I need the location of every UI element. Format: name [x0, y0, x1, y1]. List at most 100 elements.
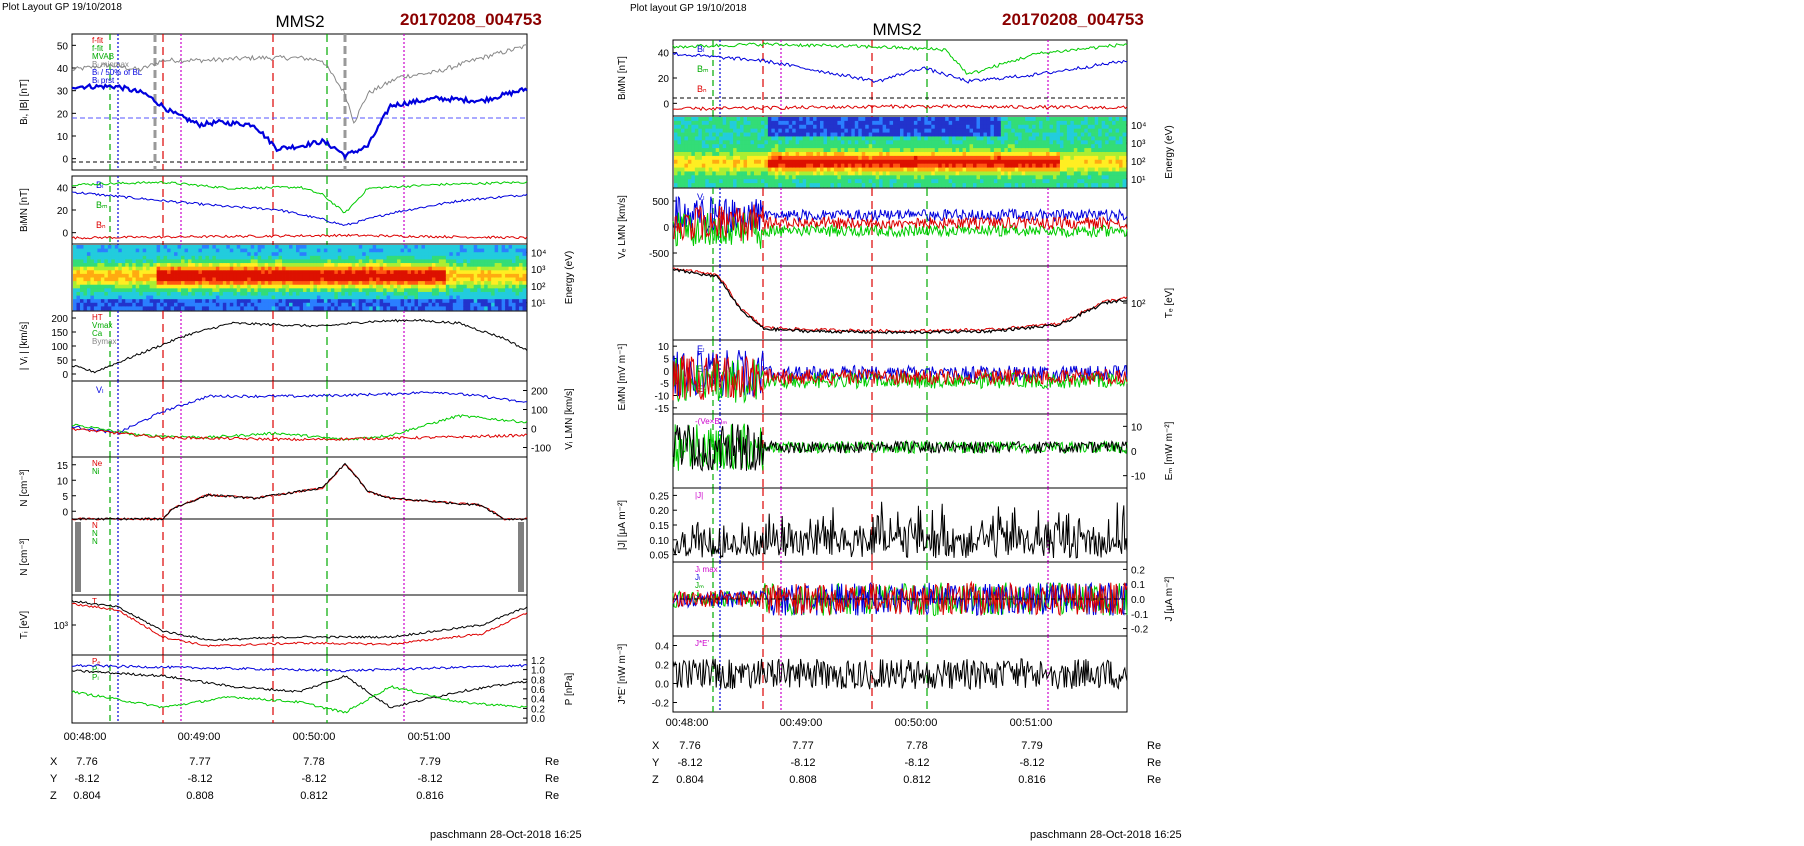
right-layout-label: Plot layout GP 19/10/2018	[630, 3, 747, 14]
left-series-5-0	[72, 600, 527, 640]
left-panel-nlmn: N [cm⁻³]NNN	[19, 519, 527, 595]
right-pos-0-1: 7.77	[792, 740, 813, 752]
right-em-tick-2: -10	[1131, 472, 1146, 483]
right-electron-spectrogram	[674, 117, 1126, 187]
right-e-tick-2: 0	[663, 367, 669, 378]
left-trace-3-0	[72, 392, 527, 434]
right-time-tick-1: 00:49:00	[780, 717, 823, 729]
right-panel-frame-em	[673, 414, 1127, 488]
left-series-3-1	[72, 415, 527, 441]
right-pos-0-0: 7.76	[679, 740, 700, 752]
right-time-tick-2: 00:50:00	[895, 717, 938, 729]
left-vi-tick-0: 200	[51, 314, 68, 325]
right-footer: paschmann 28-Oct-2018 16:25	[1030, 829, 1182, 841]
left-nlmn-legend-2: N	[92, 537, 98, 546]
left-series-6-0	[72, 665, 527, 672]
left-trace-1-0	[72, 192, 527, 226]
left-blmn-label-1: Bₘ	[96, 200, 108, 210]
left-panel-frame-nlmn	[72, 519, 527, 595]
right-pos-1-2: -8.12	[904, 757, 929, 769]
right-pos-axis-1: Y	[652, 757, 660, 769]
right-trace-0-2	[673, 105, 1127, 111]
right-panel-frame-te	[673, 266, 1127, 340]
left-pos-axis-0: X	[50, 756, 58, 768]
left-pos-0-3: 7.79	[419, 756, 440, 768]
right-event-id: 20170208_004753	[1002, 10, 1144, 29]
right-espec-tick-0: 10⁴	[1131, 121, 1146, 132]
left-vi-tick-1: 150	[51, 328, 68, 339]
left-pos-1-0: -8.12	[74, 773, 99, 785]
right-spacecraft-title: MMS2	[872, 20, 921, 39]
right-trace-0-0	[673, 53, 1127, 83]
right-em-ylabel: Eₘ [mW m⁻²]	[1164, 421, 1175, 480]
left-time-tick-3: 00:51:00	[408, 731, 451, 743]
left-n-tick-3: 0	[62, 507, 68, 518]
left-pos-0-1: 7.77	[189, 756, 210, 768]
left-spacecraft-title: MMS2	[275, 12, 324, 31]
right-e-tick-1: 5	[663, 355, 669, 366]
left-trace-0-1	[72, 85, 527, 158]
right-jdote-trace-0	[673, 659, 1127, 689]
left-series-1-1	[72, 181, 527, 212]
left-b-tick-2: 30	[57, 87, 69, 98]
left-trace-0-0	[72, 45, 527, 123]
left-b-tick-5: 0	[62, 155, 68, 166]
left-series-5-1	[72, 604, 527, 647]
left-ti-tick-0: 10³	[54, 621, 69, 632]
right-pos-2-2: 0.812	[903, 774, 931, 786]
left-ispec-tick-3: 10¹	[531, 299, 546, 310]
right-trace-te-red	[673, 268, 1127, 332]
left-trace-5-0	[72, 600, 527, 640]
right-pos-axis-0: X	[652, 740, 660, 752]
left-series-0-1	[72, 85, 527, 158]
left-n-legend-1: Ni	[92, 467, 100, 476]
right-espec-tick-3: 10¹	[1131, 175, 1146, 186]
right-pos-2-0: 0.804	[676, 774, 704, 786]
left-vilmn-ylabel: Vᵢ LMN [km/s]	[564, 388, 575, 450]
right-jlmn-ylabel: J [μA m⁻²]	[1164, 576, 1175, 621]
right-jlmn-tick-1: 0.1	[1131, 580, 1145, 591]
right-ve-ylabel: Vₑ LMN [km/s]	[617, 195, 628, 259]
right-figure: Plot layout GP 19/10/2018 MMS2 20170208_00…	[617, 3, 1182, 841]
left-trace-1-2	[72, 234, 527, 239]
right-pos-axis-2: Z	[652, 774, 659, 786]
left-b-tick-4: 10	[57, 132, 69, 143]
right-ve-tick-2: -500	[649, 249, 669, 260]
right-em-tick-1: 0	[1131, 447, 1137, 458]
right-jdote-tick-3: -0.2	[652, 699, 670, 710]
left-series-1-2	[72, 234, 527, 239]
right-pos-2-3: 0.816	[1018, 774, 1046, 786]
right-jmag-tick-0: 0.25	[650, 491, 670, 502]
left-blmn-tick-0: 40	[57, 183, 69, 194]
right-time-tick-0: 00:48:00	[666, 717, 709, 729]
left-event-id: 20170208_004753	[400, 10, 542, 29]
right-espec-tick-2: 10²	[1131, 157, 1146, 168]
right-jmag-legend-0: |J|	[695, 491, 703, 500]
left-p-tick-6: 0.0	[531, 714, 545, 725]
right-blmn-label-2: Bₙ	[697, 84, 707, 94]
left-pos-0-2: 7.78	[303, 756, 324, 768]
right-pos-unit-2: Re	[1147, 774, 1161, 786]
left-vi-ylabel: | Vᵢ | [km/s]	[19, 322, 30, 371]
left-b-legend-5: Bₗ prst	[92, 76, 115, 85]
left-pos-0-0: 7.76	[76, 756, 97, 768]
left-pos-1-1: -8.12	[187, 773, 212, 785]
left-n-tick-1: 10	[57, 476, 69, 487]
right-jlmn-tick-3: -0.1	[1131, 610, 1149, 621]
left-pos-1-2: -8.12	[301, 773, 326, 785]
right-jlmn-tick-2: 0.0	[1131, 595, 1145, 606]
left-vi-tick-3: 50	[57, 356, 69, 367]
left-p-legend-2: Pₗ	[92, 673, 99, 682]
left-blmn-tick-1: 20	[57, 206, 69, 217]
right-trace-0-1	[673, 43, 1127, 74]
right-espec-ylabel: Energy (eV)	[1164, 125, 1175, 178]
left-b-tick-1: 40	[57, 64, 69, 75]
left-pos-axis-1: Y	[50, 773, 58, 785]
right-blmn-tick-2: 0	[663, 99, 669, 110]
left-nlmn-ylabel: N [cm⁻³]	[19, 538, 30, 576]
left-ti-ylabel: Tᵢ [eV]	[19, 611, 30, 639]
